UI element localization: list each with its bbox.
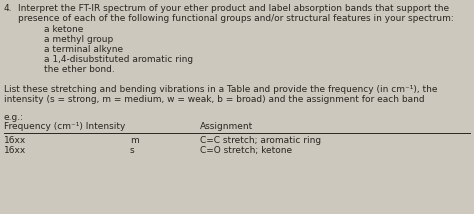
Text: e.g.:: e.g.: [4, 113, 24, 122]
Text: a ketone: a ketone [44, 25, 83, 34]
Text: intensity (s = strong, m = medium, w = weak, b = broad) and the assignment for e: intensity (s = strong, m = medium, w = w… [4, 95, 425, 104]
Text: s: s [130, 146, 135, 155]
Text: 16xx: 16xx [4, 146, 26, 155]
Text: 4.: 4. [4, 4, 12, 13]
Text: Interpret the FT-IR spectrum of your ether product and label absorption bands th: Interpret the FT-IR spectrum of your eth… [18, 4, 449, 13]
Text: List these stretching and bending vibrations in a Table and provide the frequenc: List these stretching and bending vibrat… [4, 85, 438, 94]
Text: 16xx: 16xx [4, 136, 26, 145]
Text: a terminal alkyne: a terminal alkyne [44, 45, 123, 54]
Text: m: m [130, 136, 139, 145]
Text: C=O stretch; ketone: C=O stretch; ketone [200, 146, 292, 155]
Text: Assignment: Assignment [200, 122, 253, 131]
Text: C=C stretch; aromatic ring: C=C stretch; aromatic ring [200, 136, 321, 145]
Text: a methyl group: a methyl group [44, 35, 113, 44]
Text: the ether bond.: the ether bond. [44, 65, 115, 74]
Text: a 1,4-disubstituted aromatic ring: a 1,4-disubstituted aromatic ring [44, 55, 193, 64]
Text: Frequency (cm⁻¹) Intensity: Frequency (cm⁻¹) Intensity [4, 122, 126, 131]
Text: presence of each of the following functional groups and/or structural features i: presence of each of the following functi… [18, 14, 454, 23]
